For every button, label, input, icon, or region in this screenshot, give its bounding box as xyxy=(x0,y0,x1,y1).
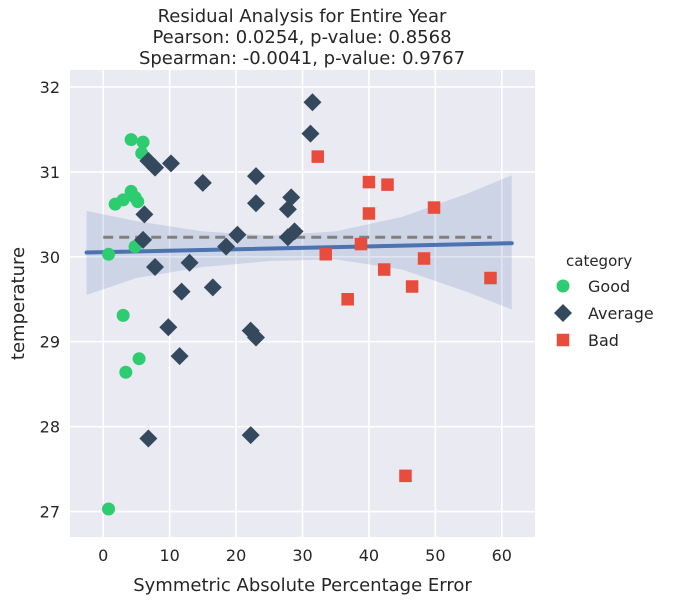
point-good xyxy=(102,247,116,261)
point-good xyxy=(102,502,116,516)
point-bad xyxy=(417,252,431,265)
point-average xyxy=(241,426,260,445)
point-average xyxy=(278,228,297,247)
title-line-2: Pearson: 0.0254, p-value: 0.8568 xyxy=(152,27,451,48)
y-tick-label: 32 xyxy=(40,78,60,97)
legend-label-good: Good xyxy=(588,277,630,296)
x-tick-label: 60 xyxy=(492,546,512,565)
point-average xyxy=(180,253,199,272)
grid-lines xyxy=(70,70,535,537)
x-axis-ticks: 0 10 20 30 40 50 60 xyxy=(98,546,512,565)
legend-marker-good xyxy=(556,279,570,293)
legend-marker-bad xyxy=(556,333,570,347)
point-average xyxy=(134,230,153,249)
series-bad xyxy=(311,150,497,483)
point-average xyxy=(303,93,322,112)
y-axis-label: temperature xyxy=(8,247,29,360)
point-average xyxy=(247,194,265,213)
point-average xyxy=(172,282,191,301)
point-average xyxy=(146,257,165,276)
legend-label-bad: Bad xyxy=(588,331,619,350)
point-good xyxy=(132,352,146,366)
point-average xyxy=(170,347,189,366)
point-good xyxy=(131,195,145,209)
point-bad xyxy=(362,207,376,220)
point-average xyxy=(135,205,154,224)
point-average xyxy=(278,200,297,219)
legend-marker-average xyxy=(554,304,572,322)
x-tick-label: 40 xyxy=(359,546,379,565)
point-average xyxy=(139,429,158,448)
point-good xyxy=(108,197,122,211)
point-average xyxy=(301,124,320,143)
regression-line xyxy=(84,241,514,255)
y-tick-label: 31 xyxy=(40,163,60,182)
x-tick-label: 20 xyxy=(226,546,246,565)
legend-label-average: Average xyxy=(588,304,654,323)
legend-title: category xyxy=(566,252,632,270)
y-tick-label: 30 xyxy=(40,248,60,267)
x-tick-label: 50 xyxy=(425,546,445,565)
point-average xyxy=(159,318,178,337)
x-tick-label: 10 xyxy=(159,546,179,565)
y-tick-label: 28 xyxy=(40,418,60,437)
point-average xyxy=(247,328,265,347)
title-line-1: Residual Analysis for Entire Year xyxy=(158,6,447,27)
chart-title: Residual Analysis for Entire YearPearson… xyxy=(139,6,465,69)
series-good xyxy=(102,133,150,516)
series-average xyxy=(134,93,322,448)
point-average xyxy=(203,278,222,297)
point-bad xyxy=(311,150,325,163)
point-bad xyxy=(381,178,394,191)
confidence-band-area xyxy=(86,175,512,310)
confidence-band xyxy=(86,175,512,310)
point-bad xyxy=(427,201,441,214)
x-tick-label: 30 xyxy=(292,546,312,565)
point-bad xyxy=(319,248,332,261)
point-average xyxy=(146,158,165,177)
point-average xyxy=(247,167,265,186)
point-bad xyxy=(377,263,391,276)
point-good xyxy=(119,365,133,379)
point-good xyxy=(124,133,138,147)
y-tick-label: 29 xyxy=(40,333,60,352)
point-good xyxy=(136,135,150,149)
point-average xyxy=(161,154,180,173)
regression-fit-line xyxy=(84,241,514,255)
point-bad xyxy=(341,293,354,306)
title-line-3: Spearman: -0.0041, p-value: 0.9767 xyxy=(139,48,465,69)
point-bad xyxy=(399,469,412,483)
point-average xyxy=(217,237,236,256)
point-bad xyxy=(354,237,368,251)
point-good xyxy=(116,308,130,322)
point-bad xyxy=(405,280,419,293)
point-average xyxy=(228,225,247,244)
x-axis-label: Symmetric Absolute Percentage Error xyxy=(133,575,472,596)
legend: category Good Average Bad xyxy=(554,252,654,350)
x-tick-label: 0 xyxy=(98,546,108,565)
y-axis-ticks: 27 28 29 30 31 32 xyxy=(40,78,60,522)
y-tick-label: 27 xyxy=(40,503,60,522)
data-points xyxy=(102,93,497,516)
point-bad xyxy=(484,271,497,285)
point-average xyxy=(193,173,212,192)
point-bad xyxy=(362,175,376,189)
